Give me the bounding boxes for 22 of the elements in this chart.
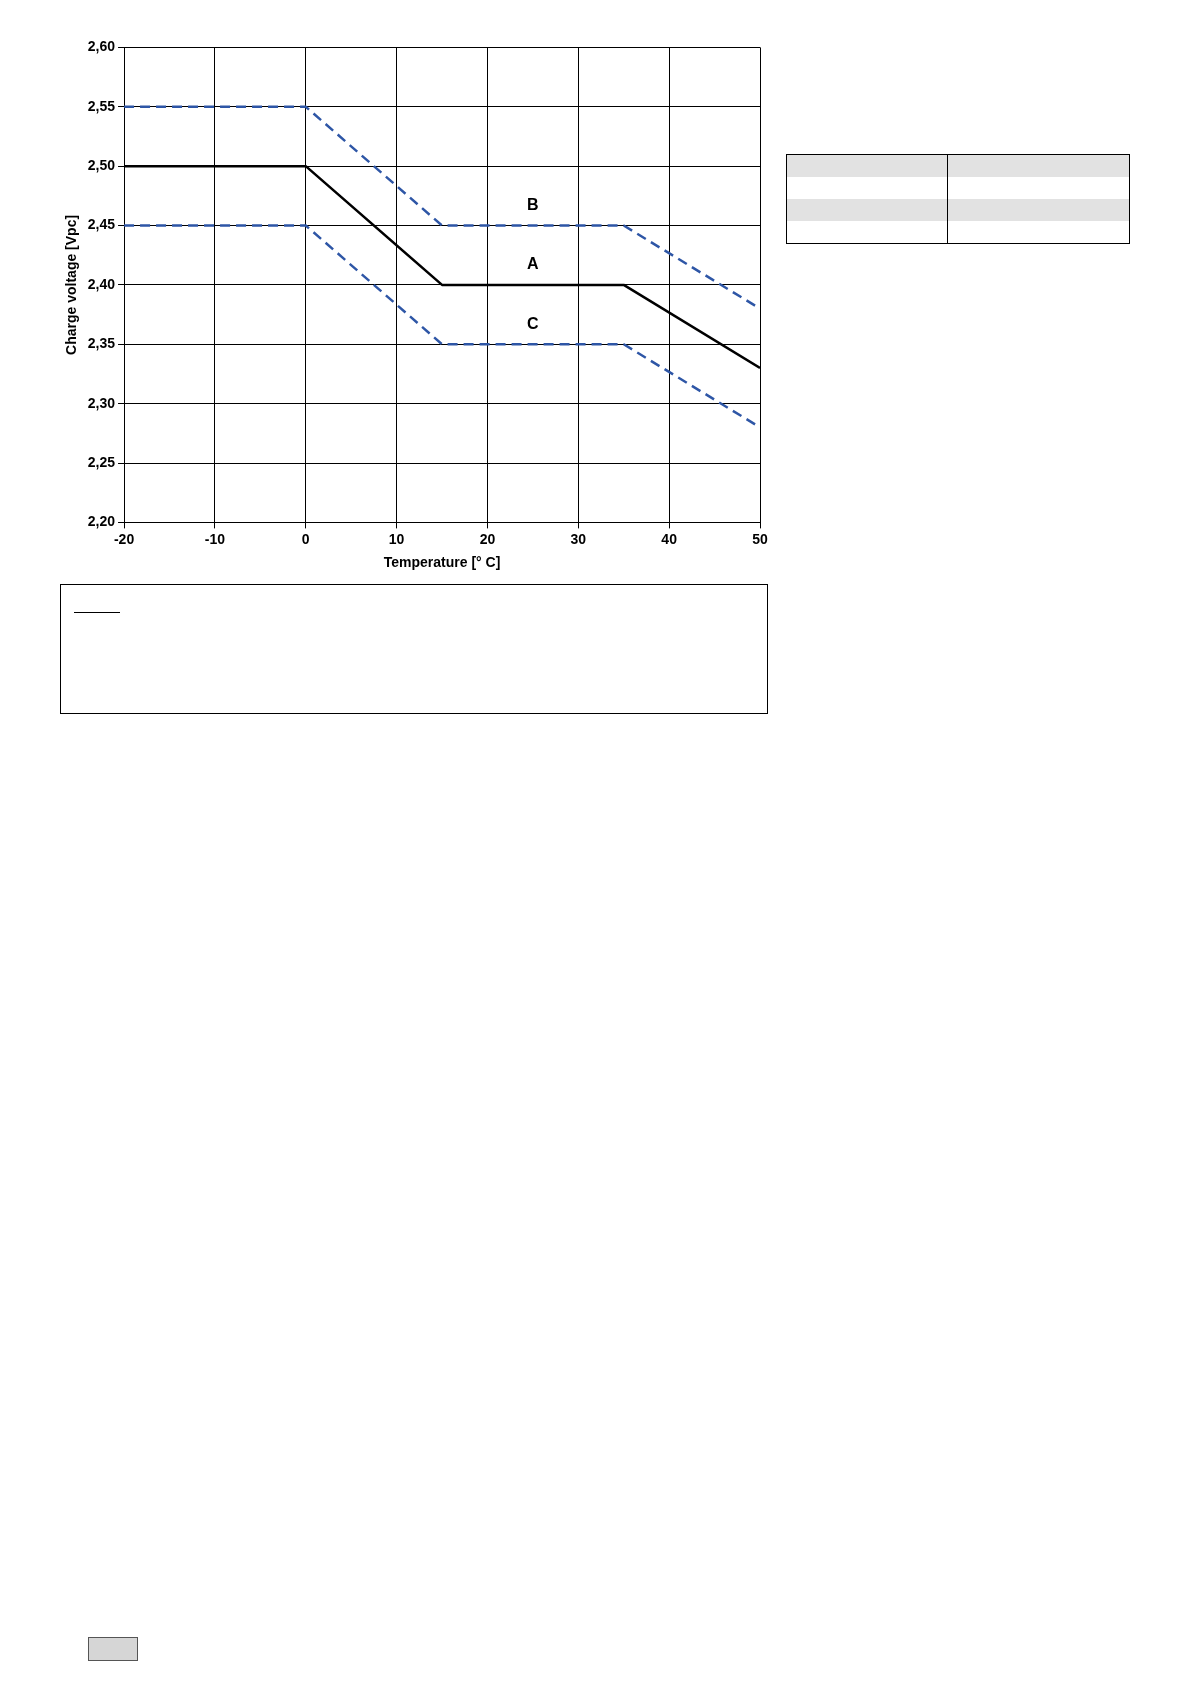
y-tick-label: 2,30 <box>87 394 116 411</box>
x-tick-label: 10 <box>388 530 405 547</box>
y-axis-title: Charge voltage [Vpc] <box>63 214 80 355</box>
series-label: B <box>527 195 539 213</box>
y-tick-label: 2,20 <box>87 513 116 530</box>
x-tick-label: -10 <box>204 530 226 547</box>
x-tick-label: 30 <box>570 530 587 547</box>
x-tick-label: 40 <box>661 530 678 547</box>
series-label: C <box>527 314 540 332</box>
x-tick-label: 0 <box>301 530 310 547</box>
y-tick-label: 2,60 <box>87 38 116 55</box>
x-tick-label: -20 <box>113 530 135 547</box>
series-label: A <box>527 255 540 273</box>
y-tick-label: 2,40 <box>87 275 116 292</box>
y-tick-label: 2,50 <box>87 157 116 174</box>
x-tick-label: 50 <box>752 530 768 547</box>
y-tick-label: 2,55 <box>87 97 116 114</box>
y-tick-label: 2,25 <box>87 453 116 470</box>
x-tick-label: 20 <box>479 530 496 547</box>
x-axis-title: Temperature [° C] <box>383 554 501 571</box>
y-tick-label: 2,45 <box>87 216 116 233</box>
y-tick-label: 2,35 <box>87 335 116 352</box>
